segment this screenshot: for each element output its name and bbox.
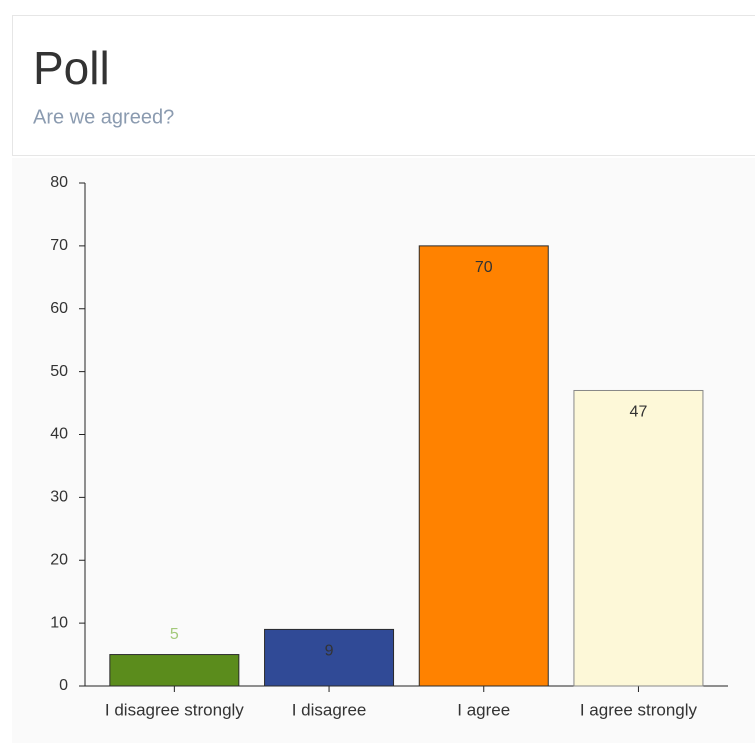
x-tick-label: I disagree bbox=[292, 700, 367, 719]
y-tick-label: 10 bbox=[50, 614, 68, 631]
bar bbox=[573, 389, 704, 687]
x-tick-label: I agree strongly bbox=[580, 700, 698, 719]
bar bbox=[418, 245, 549, 687]
y-tick-label: 50 bbox=[50, 363, 68, 380]
y-tick-label: 0 bbox=[59, 677, 68, 694]
value-label: 47 bbox=[630, 404, 648, 421]
chart-title: Poll bbox=[33, 42, 110, 94]
value-label: 70 bbox=[475, 259, 493, 276]
bar bbox=[264, 628, 395, 687]
x-tick-label: I disagree strongly bbox=[105, 700, 244, 719]
y-tick-label: 20 bbox=[50, 551, 68, 568]
y-tick-label: 70 bbox=[50, 237, 68, 254]
value-label: 9 bbox=[325, 643, 334, 660]
bar bbox=[109, 654, 240, 687]
y-tick-label: 60 bbox=[50, 300, 68, 317]
y-tick-label: 40 bbox=[50, 426, 68, 443]
value-label: 5 bbox=[170, 626, 179, 643]
y-tick-label: 30 bbox=[50, 489, 68, 506]
chart-subtitle: Are we agreed? bbox=[33, 106, 174, 128]
header-card bbox=[12, 15, 755, 156]
y-tick-label: 80 bbox=[50, 174, 68, 191]
x-tick-label: I agree bbox=[457, 700, 510, 719]
